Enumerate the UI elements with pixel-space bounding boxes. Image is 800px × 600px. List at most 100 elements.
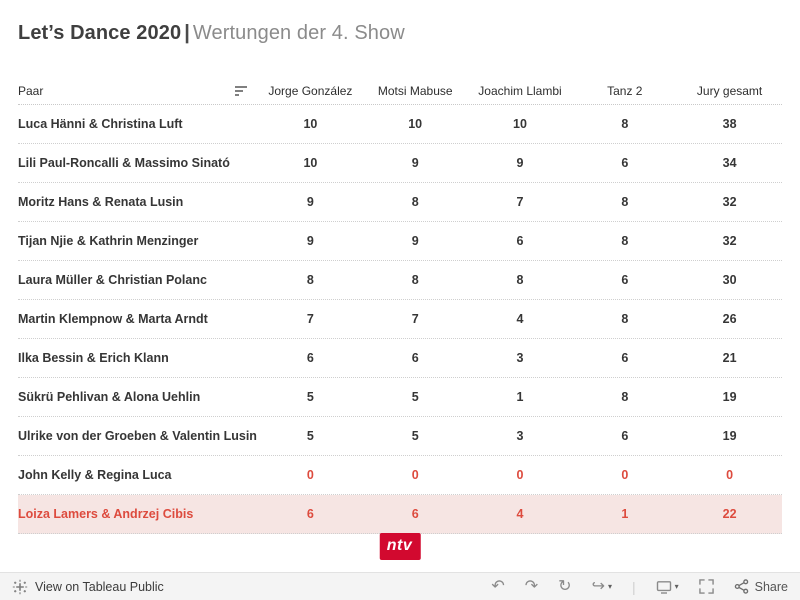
table-header-row: Paar Jorge González Motsi Mabuse Joachim… [18, 78, 782, 105]
score-value: 1 [621, 507, 629, 521]
table-row[interactable]: Loiza Lamers & Andrzej Cibis 6 6 4 1 22 [18, 495, 782, 534]
score-value: 32 [722, 195, 737, 209]
score-value: 19 [722, 429, 737, 443]
column-header-judge-3[interactable]: Joachim Llambi [478, 84, 562, 98]
score-value: 6 [621, 273, 629, 287]
column-header-tanz2[interactable]: Tanz 2 [607, 84, 643, 98]
replay-icon[interactable]: ↻ [558, 577, 572, 595]
tableau-logo-icon [12, 579, 28, 595]
score-value: 5 [306, 390, 314, 404]
score-value: 6 [621, 156, 629, 170]
table-row[interactable]: Luca Hänni & Christina Luft 10 10 10 8 38 [18, 105, 782, 144]
table-row[interactable]: Sükrü Pehlivan & Alona Uehlin 5 5 1 8 19 [18, 378, 782, 417]
column-header-total[interactable]: Jury gesamt [696, 84, 763, 98]
score-value: 8 [411, 195, 419, 209]
pair-name: Sükrü Pehlivan & Alona Uehlin [18, 390, 201, 404]
score-value: 8 [621, 390, 629, 404]
redo-icon[interactable]: ↷ [524, 577, 539, 595]
table-row[interactable]: Ulrike von der Groeben & Valentin Lusin 5… [18, 417, 782, 456]
pair-name: Moritz Hans & Renata Lusin [18, 195, 184, 209]
replay-options-button[interactable]: ↪ ▾ [591, 577, 612, 595]
score-value: 0 [621, 468, 629, 482]
score-value: 10 [303, 117, 318, 131]
column-header-judge-1[interactable]: Jorge González [268, 84, 353, 98]
score-value: 10 [408, 117, 423, 131]
score-value: 10 [513, 117, 527, 131]
score-value: 6 [621, 429, 629, 443]
score-value: 1 [516, 390, 524, 404]
pair-name: Lili Paul-Roncalli & Massimo Sinató [18, 156, 230, 170]
score-value: 6 [411, 507, 419, 521]
score-value: 9 [306, 195, 314, 209]
score-value: 22 [722, 507, 737, 521]
score-value: 19 [722, 390, 737, 404]
table-row[interactable]: Ilka Bessin & Erich Klann 6 6 3 6 21 [18, 339, 782, 378]
display-options-button[interactable]: ▾ [656, 580, 679, 594]
table-row[interactable]: Laura Müller & Christian Polanc 8 8 8 6 30 [18, 261, 782, 300]
score-value: 4 [516, 507, 524, 521]
score-value: 9 [516, 156, 524, 170]
sort-icon[interactable] [234, 85, 248, 97]
pair-name: Ilka Bessin & Erich Klann [18, 351, 169, 365]
column-header-paar[interactable]: Paar [18, 84, 258, 98]
title-subtitle: Wertungen der 4. Show [192, 22, 405, 44]
table-row[interactable]: Lili Paul-Roncalli & Massimo Sinató 10 9 9 6… [18, 144, 782, 183]
score-value: 8 [516, 273, 524, 287]
ntv-logo-text: ntv [386, 537, 413, 554]
page-title: Let’s Dance 2020 | Wertungen der 4. Show [18, 22, 405, 45]
table-row[interactable]: Martin Klempnow & Marta Arndt 7 7 4 8 26 [18, 300, 782, 339]
undo-icon[interactable]: ↶ [491, 577, 505, 595]
score-value: 8 [621, 117, 629, 131]
share-button[interactable]: Share [734, 579, 788, 594]
fullscreen-button[interactable] [698, 579, 714, 594]
pair-name: Loiza Lamers & Andrzej Cibis [18, 507, 194, 521]
column-header-judge-2[interactable]: Motsi Mabuse [377, 84, 453, 98]
toolbar-divider: | [631, 578, 636, 595]
score-value: 0 [726, 468, 734, 482]
fullscreen-icon [698, 579, 714, 594]
score-value: 6 [306, 351, 314, 365]
caret-down-icon: ▾ [674, 581, 679, 591]
table-row[interactable]: John Kelly & Regina Luca 0 0 0 0 0 [18, 456, 782, 495]
table-row[interactable]: Moritz Hans & Renata Lusin 9 8 7 8 32 [18, 183, 782, 222]
forward-icon: ↪ [591, 577, 605, 595]
score-value: 3 [516, 351, 524, 365]
score-value: 34 [722, 156, 737, 170]
score-value: 6 [516, 234, 524, 248]
score-value: 32 [722, 234, 737, 248]
score-value: 5 [306, 429, 314, 443]
score-value: 38 [722, 117, 737, 131]
score-value: 3 [516, 429, 524, 443]
toolbar: ↶ ↷ ↻ ↪ ▾ | ▾ [491, 577, 788, 595]
score-value: 6 [621, 351, 629, 365]
table-row[interactable]: Tijan Njie & Kathrin Menzinger 9 9 6 8 32 [18, 222, 782, 261]
view-on-tableau-link[interactable]: View on Tableau Public [12, 579, 164, 595]
score-value: 7 [306, 312, 314, 326]
score-value: 0 [306, 468, 314, 482]
pair-name: Tijan Njie & Kathrin Menzinger [18, 234, 199, 248]
share-icon [734, 579, 748, 594]
score-value: 8 [306, 273, 314, 287]
score-value: 7 [411, 312, 419, 326]
display-icon [656, 580, 671, 594]
pair-name: Luca Hänni & Christina Luft [18, 117, 183, 131]
score-value: 21 [722, 351, 737, 365]
pair-name: John Kelly & Regina Luca [18, 468, 172, 482]
ntv-logo: ntv [379, 533, 421, 560]
pair-name: Martin Klempnow & Marta Arndt [18, 312, 208, 326]
pair-name: Laura Müller & Christian Polanc [18, 273, 207, 287]
score-value: 9 [411, 156, 419, 170]
score-value: 6 [411, 351, 419, 365]
score-value: 9 [306, 234, 314, 248]
score-value: 30 [722, 273, 737, 287]
score-value: 9 [411, 234, 419, 248]
score-value: 8 [621, 234, 629, 248]
pair-name: Ulrike von der Groeben & Valentin Lusin [18, 429, 257, 443]
score-value: 0 [411, 468, 419, 482]
score-value: 8 [621, 195, 629, 209]
score-value: 26 [722, 312, 737, 326]
scores-table: Paar Jorge González Motsi Mabuse Joachim… [18, 78, 782, 534]
caret-down-icon: ▾ [607, 581, 612, 591]
share-label: Share [754, 579, 788, 594]
